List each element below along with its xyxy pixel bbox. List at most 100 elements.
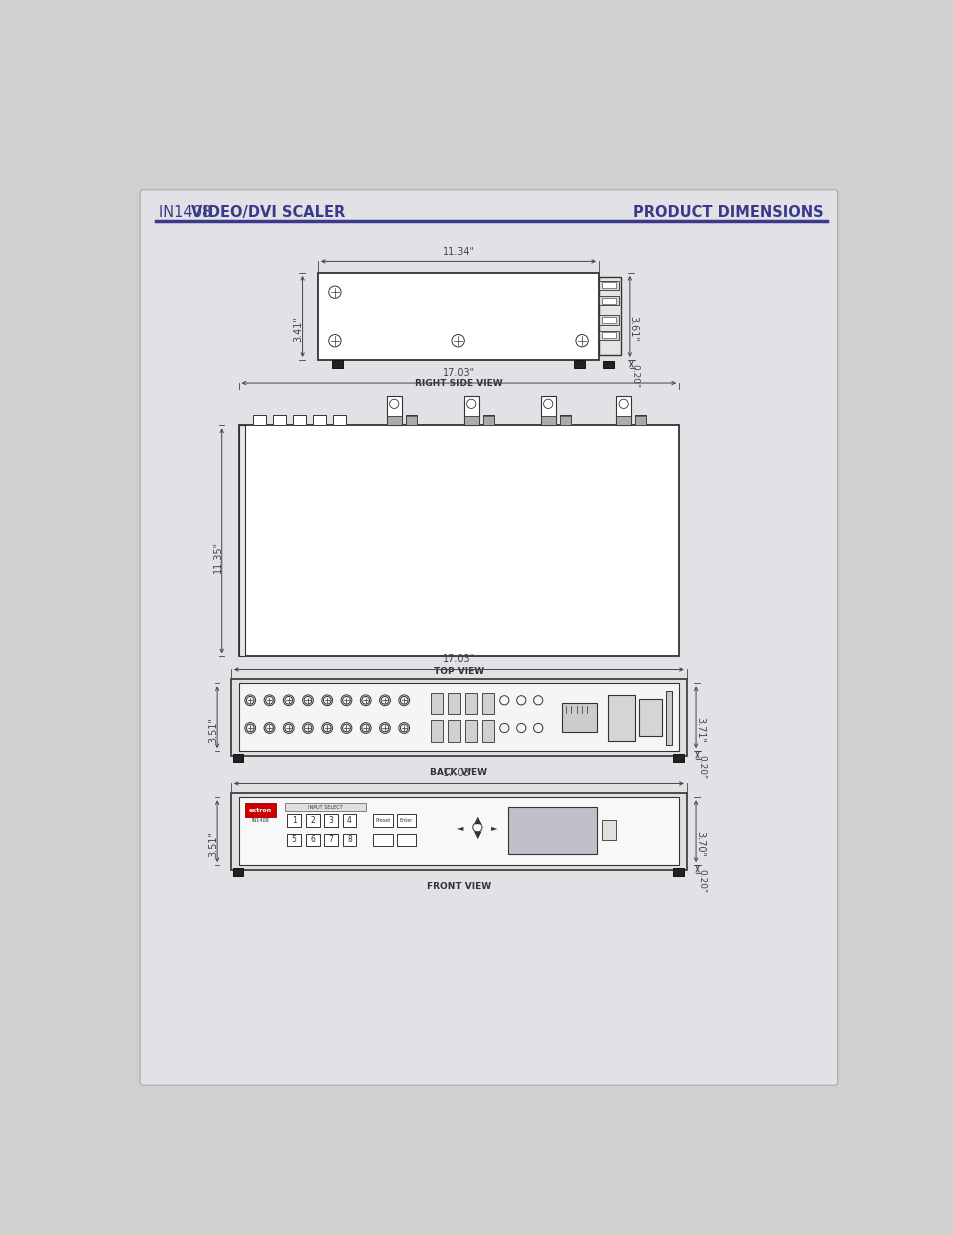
Bar <box>598 280 618 290</box>
Text: ▲: ▲ <box>473 815 480 825</box>
Text: 3.71": 3.71" <box>694 718 704 743</box>
Bar <box>238 683 679 751</box>
Bar <box>482 415 493 425</box>
Text: TOP VIEW: TOP VIEW <box>434 667 483 677</box>
Text: 0.20": 0.20" <box>630 364 639 388</box>
Bar <box>405 415 416 425</box>
Text: ▼: ▼ <box>473 830 480 840</box>
Text: IN1408: IN1408 <box>251 818 269 823</box>
Bar <box>238 425 245 656</box>
Bar <box>559 416 570 425</box>
Bar <box>373 814 393 826</box>
Text: Enter: Enter <box>399 818 413 823</box>
Bar <box>540 396 556 425</box>
FancyBboxPatch shape <box>140 190 837 1086</box>
Bar <box>672 755 683 762</box>
Bar <box>635 415 645 425</box>
Bar <box>598 331 618 340</box>
Bar <box>386 416 401 425</box>
Bar <box>672 868 683 876</box>
Bar <box>540 416 556 425</box>
Bar <box>464 693 476 714</box>
Bar <box>601 332 616 338</box>
Bar <box>639 699 661 736</box>
Bar <box>482 416 493 425</box>
Bar <box>448 720 460 742</box>
Text: 3: 3 <box>328 816 334 825</box>
Text: ►: ► <box>491 823 497 832</box>
Bar <box>431 720 443 742</box>
Bar <box>665 692 672 745</box>
Bar <box>463 416 478 425</box>
Bar <box>481 720 494 742</box>
Text: Preset: Preset <box>375 818 391 823</box>
Bar <box>616 416 631 425</box>
Bar <box>431 693 443 714</box>
Bar <box>561 703 596 732</box>
Bar <box>273 415 286 425</box>
Bar <box>324 814 337 826</box>
Bar <box>464 720 476 742</box>
Bar <box>233 755 243 762</box>
Text: 11.34": 11.34" <box>442 247 474 257</box>
Bar <box>598 315 618 325</box>
Bar <box>396 834 416 846</box>
Bar <box>601 317 616 324</box>
Bar <box>386 396 401 425</box>
Text: 17.03": 17.03" <box>442 655 475 664</box>
Bar <box>559 415 570 425</box>
Text: 2: 2 <box>310 816 314 825</box>
Text: 3.51": 3.51" <box>208 831 218 857</box>
Text: 17.03": 17.03" <box>442 768 475 778</box>
Bar <box>332 359 342 368</box>
Bar <box>305 814 319 826</box>
Text: 8: 8 <box>347 835 352 845</box>
Bar <box>608 695 635 741</box>
Text: 3.61": 3.61" <box>628 316 638 342</box>
Bar <box>601 820 616 840</box>
Bar <box>373 834 393 846</box>
Bar <box>245 804 275 818</box>
Text: 5: 5 <box>292 835 296 845</box>
Bar <box>635 416 645 425</box>
Text: 11.35": 11.35" <box>213 541 223 573</box>
Bar <box>238 798 679 864</box>
Text: 0.20": 0.20" <box>697 755 705 779</box>
Bar <box>253 415 266 425</box>
Text: IN1408: IN1408 <box>158 205 215 220</box>
Bar <box>481 693 494 714</box>
Text: 3.70": 3.70" <box>694 831 704 857</box>
Text: 17.03": 17.03" <box>442 368 475 378</box>
Text: 1: 1 <box>292 816 296 825</box>
Bar <box>508 806 596 855</box>
Text: 4: 4 <box>347 816 352 825</box>
Bar <box>342 814 356 826</box>
Bar <box>616 396 631 425</box>
Text: 3.41": 3.41" <box>294 316 303 342</box>
Bar <box>233 868 243 876</box>
Bar <box>305 834 319 846</box>
Text: 7: 7 <box>328 835 334 845</box>
Bar <box>405 416 416 425</box>
Text: 6: 6 <box>310 835 314 845</box>
Text: RIGHT SIDE VIEW: RIGHT SIDE VIEW <box>415 379 502 388</box>
Text: INPUT SELECT: INPUT SELECT <box>308 805 343 810</box>
Bar <box>231 793 686 869</box>
Bar <box>287 834 301 846</box>
Bar <box>448 693 460 714</box>
Bar <box>463 396 478 425</box>
Bar <box>231 679 686 756</box>
Bar <box>598 277 620 354</box>
Text: BACK VIEW: BACK VIEW <box>430 768 487 777</box>
Bar <box>598 296 618 305</box>
Text: FRONT VIEW: FRONT VIEW <box>426 882 491 892</box>
Bar <box>333 415 346 425</box>
Text: extron: extron <box>249 808 272 813</box>
Text: ◄: ◄ <box>456 823 463 832</box>
Bar <box>601 298 616 304</box>
Text: 3.51": 3.51" <box>208 718 218 743</box>
Bar <box>396 814 416 826</box>
Bar <box>342 834 356 846</box>
Bar <box>317 273 598 359</box>
Bar <box>285 804 365 811</box>
